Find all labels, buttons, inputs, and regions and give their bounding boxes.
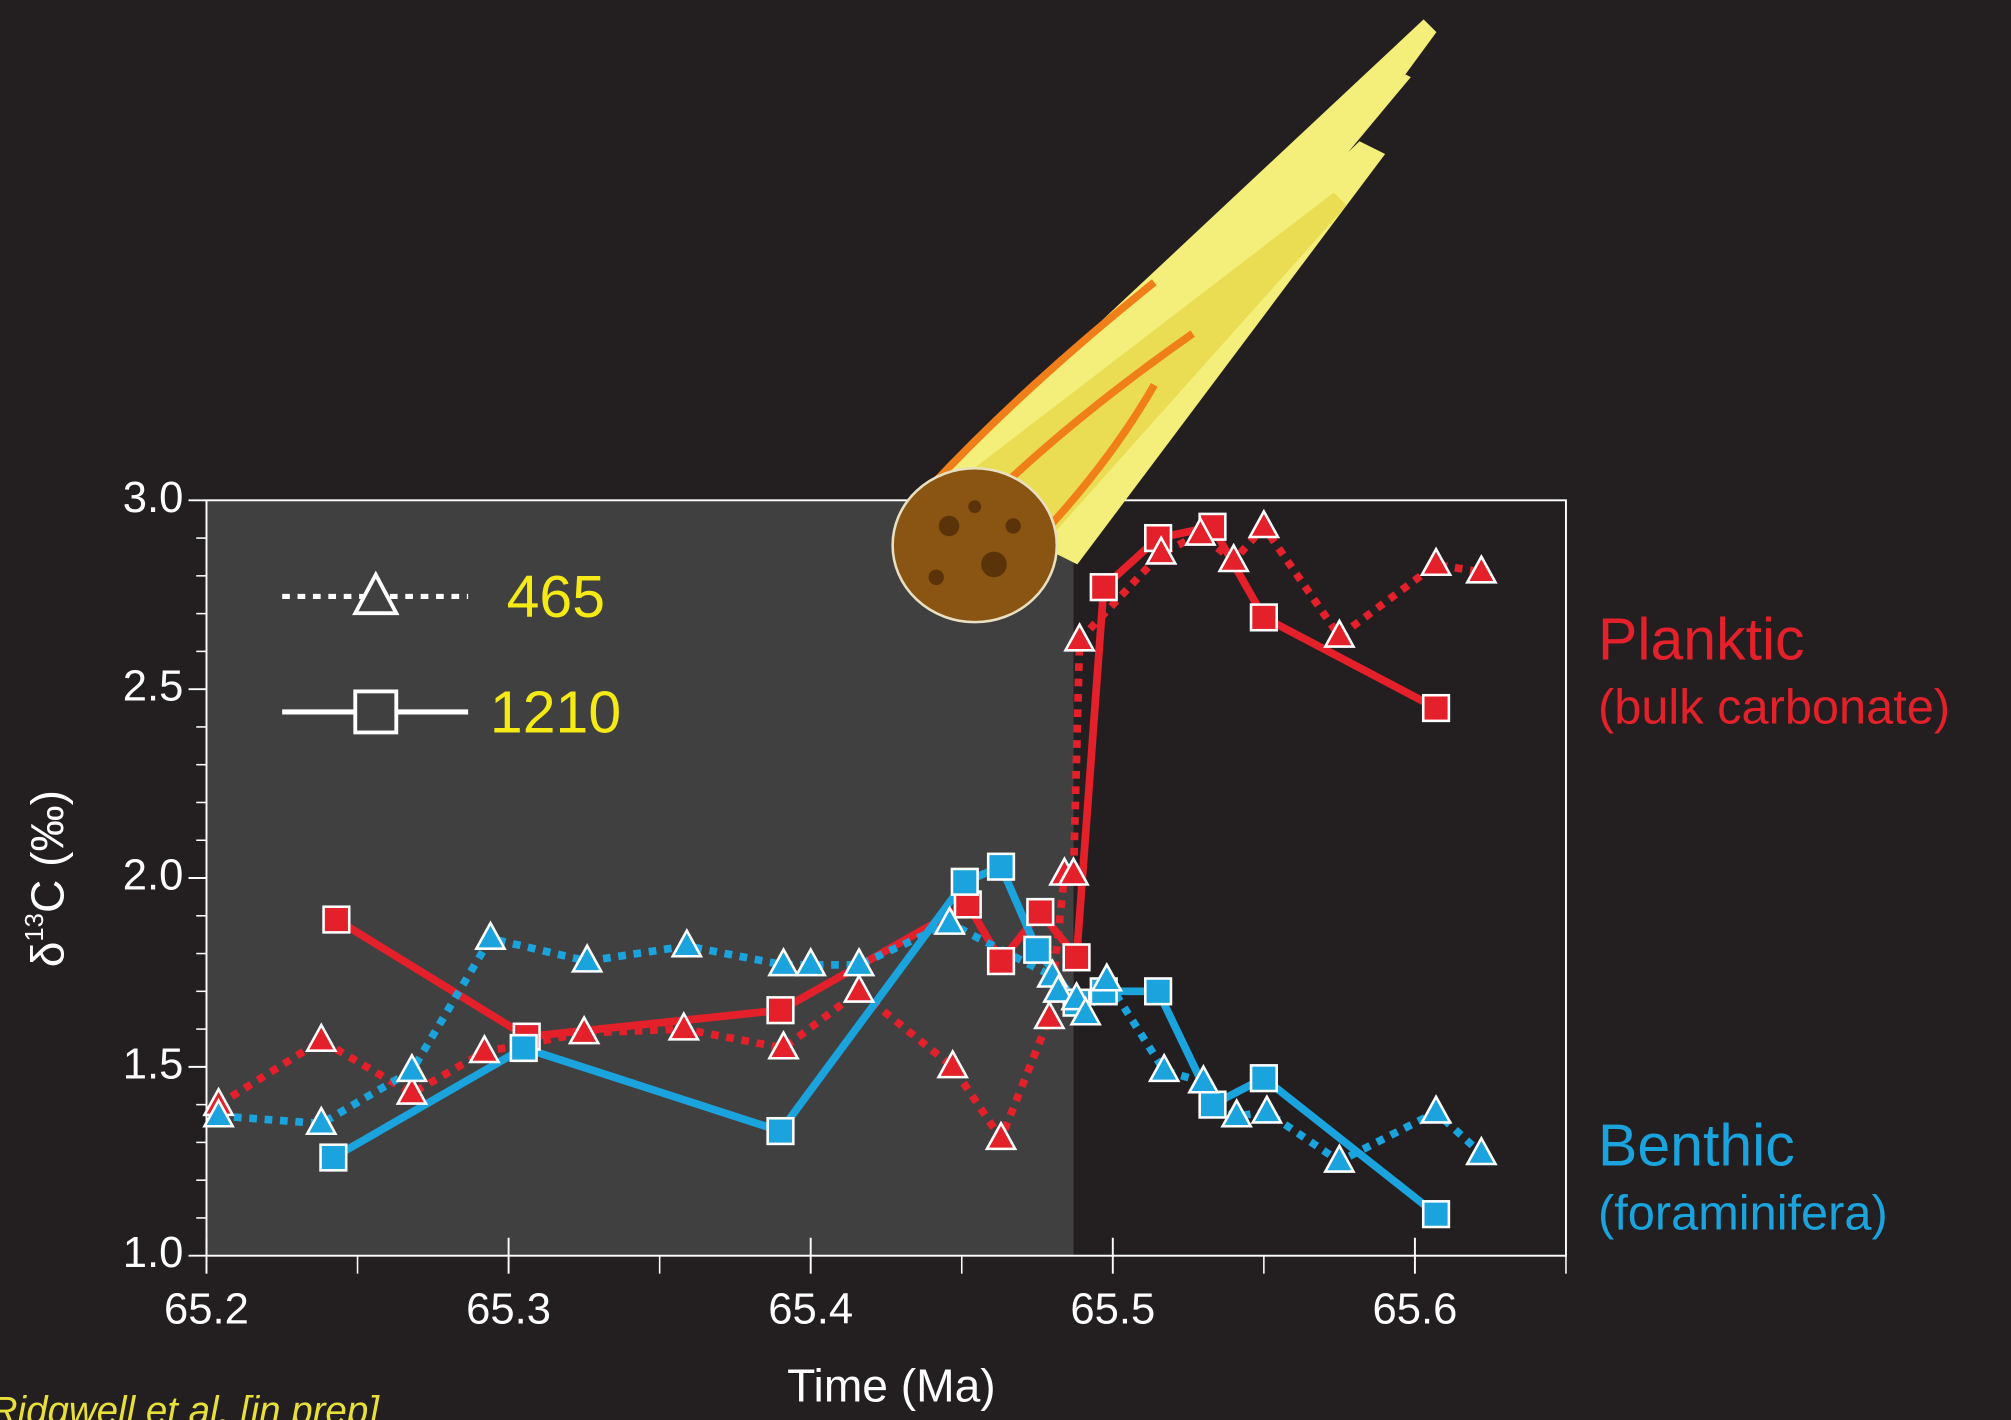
group-sublabel: (bulk carbonate): [1598, 680, 1950, 734]
data-point: [1144, 977, 1173, 1006]
y-axis-label-text: C (‰): [22, 790, 74, 913]
data-point: [1465, 554, 1498, 584]
y-axis-label-symbol: δ: [22, 942, 74, 968]
data-point: [767, 1029, 800, 1060]
data-point: [474, 920, 507, 950]
y-tick-label: 2.5: [123, 663, 184, 711]
data-point: [1419, 1094, 1453, 1124]
data-point: [305, 1105, 338, 1136]
data-point: [1247, 508, 1281, 539]
legend-label: 465: [507, 564, 605, 630]
y-axis-label-superscript: 13: [21, 913, 49, 942]
data-point: [933, 905, 966, 935]
data-point: [670, 927, 704, 958]
data-point: [667, 1011, 701, 1041]
x-axis-label: Time (Ma): [787, 1359, 996, 1411]
data-point: [766, 996, 795, 1025]
data-point: [1042, 973, 1075, 1003]
data-point: [767, 946, 800, 977]
data-point: [936, 1048, 969, 1079]
data-point: [322, 905, 351, 934]
data-point: [1421, 693, 1451, 723]
data-point: [1033, 999, 1066, 1030]
data-point: [1089, 573, 1118, 602]
data-point: [1062, 943, 1091, 972]
data-point: [395, 1052, 429, 1083]
data-point: [1465, 1135, 1498, 1166]
data-point: [1057, 856, 1090, 886]
y-tick-label: 2.0: [123, 852, 184, 900]
data-point: [395, 1075, 429, 1105]
data-point: [305, 1022, 338, 1052]
data-point: [1419, 546, 1453, 577]
data-point: [1217, 542, 1250, 573]
x-tick-label: 65.5: [1070, 1286, 1155, 1334]
y-tick-label: 3.0: [123, 474, 184, 522]
data-point: [1249, 1064, 1278, 1093]
data-point: [1421, 1200, 1451, 1229]
data-point: [842, 946, 876, 977]
data-point: [509, 1033, 538, 1063]
group-sublabel: (foraminifera): [1598, 1187, 1888, 1241]
x-tick-label: 65.3: [466, 1286, 551, 1334]
source-note: Ridgwell et al. [in prep]: [0, 1390, 380, 1420]
data-point: [319, 1143, 348, 1172]
data-point: [986, 946, 1016, 976]
data-point: [1220, 1097, 1253, 1128]
data-point: [984, 1120, 1018, 1151]
x-tick-label: 65.4: [768, 1286, 853, 1334]
y-tick-label: 1.5: [123, 1040, 184, 1088]
x-tick-label: 65.6: [1372, 1286, 1457, 1334]
data-point: [1184, 516, 1217, 546]
data-point: [842, 973, 876, 1003]
legend-label: 1210: [490, 680, 621, 746]
data-point: [567, 1014, 601, 1045]
data-point: [1198, 1090, 1227, 1119]
data-point: [1090, 961, 1124, 992]
y-tick-label: 1.0: [123, 1229, 184, 1277]
data-point: [202, 1097, 235, 1128]
data-point: [1323, 1143, 1356, 1173]
meteor: [891, 19, 1437, 624]
data-point: [1187, 1063, 1220, 1094]
data-point: [1147, 1052, 1181, 1083]
data-point: [794, 946, 827, 977]
plot-area: 1.0 1.5 2.0 2.5 3.0 65.2 65.3 65.4 65.5 65.6 465 12…: [123, 474, 1950, 1334]
data-point: [953, 890, 982, 919]
data-point: [766, 1116, 795, 1146]
x-tick-label: 65.2: [164, 1286, 249, 1334]
data-point: [1069, 995, 1102, 1026]
data-point: [950, 867, 979, 896]
data-point: [1063, 622, 1096, 652]
legend-marker: [353, 689, 399, 735]
data-point: [1323, 618, 1356, 648]
data-point: [1249, 603, 1278, 632]
data-point: [1026, 897, 1055, 927]
group-label: Benthic: [1598, 1113, 1795, 1179]
data-point: [986, 852, 1016, 881]
data-point: [468, 1033, 501, 1064]
group-label: Planktic: [1598, 606, 1805, 672]
shaded-region: [206, 500, 1074, 1256]
y-axis-label: δ13C (‰): [21, 790, 74, 967]
data-point: [1023, 935, 1052, 964]
data-point: [1250, 1094, 1284, 1124]
legend-marker: [352, 570, 400, 616]
data-point: [1144, 535, 1178, 565]
data-point: [570, 943, 604, 973]
